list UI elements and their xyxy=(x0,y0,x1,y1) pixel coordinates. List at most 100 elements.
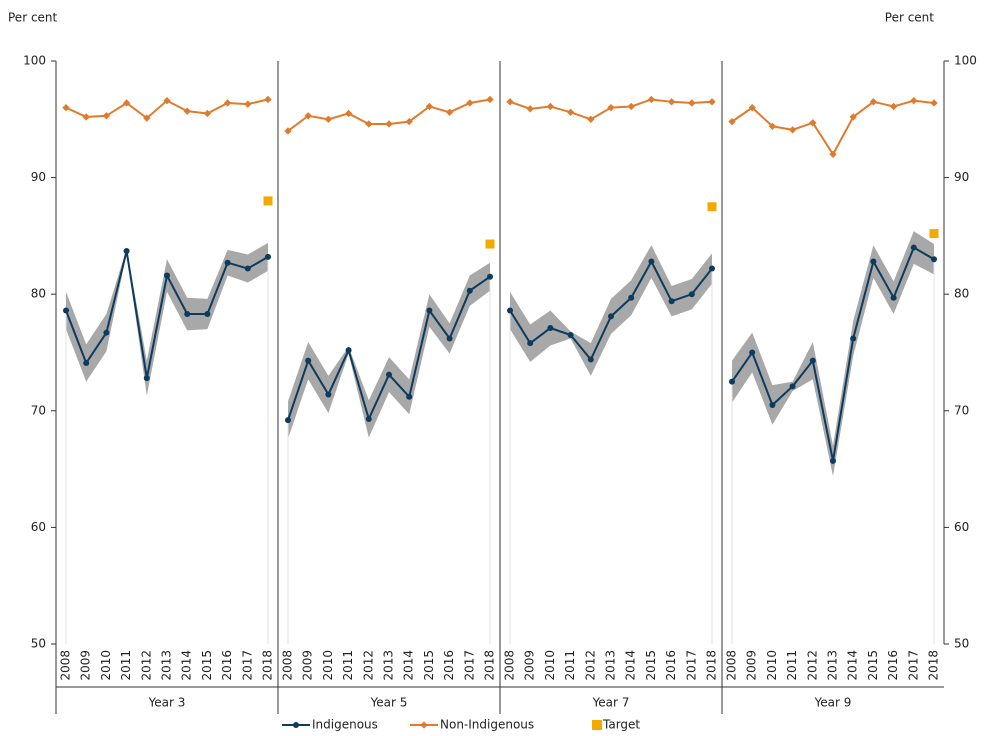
point xyxy=(587,356,594,363)
point xyxy=(748,103,756,112)
x-tick-label: 2014 xyxy=(402,650,416,681)
point xyxy=(204,311,211,318)
point xyxy=(305,357,312,364)
x-tick-label: 2013 xyxy=(826,650,840,681)
x-tick-label: 2009 xyxy=(79,650,93,681)
point xyxy=(445,108,454,116)
x-tick-label: 2015 xyxy=(866,650,880,681)
y-tick-label: 60 xyxy=(31,520,46,534)
point xyxy=(547,325,554,332)
x-tick-label: 2017 xyxy=(240,650,254,681)
confidence-band xyxy=(66,242,268,396)
point xyxy=(546,102,555,111)
x-tick-label: 2012 xyxy=(583,650,597,681)
y-tick-label: 50 xyxy=(954,637,969,651)
x-tick-label: 2010 xyxy=(765,650,779,681)
y-axis-label: Per cent xyxy=(8,11,58,25)
point xyxy=(405,117,413,126)
series-line xyxy=(287,275,491,422)
x-tick-label: 2016 xyxy=(664,650,678,681)
point xyxy=(184,311,191,318)
x-tick-label: 2009 xyxy=(523,650,537,681)
point xyxy=(628,294,635,301)
point xyxy=(325,391,332,398)
y-tick-label: 80 xyxy=(31,287,46,301)
point xyxy=(527,340,534,347)
point xyxy=(345,347,352,354)
point xyxy=(406,393,413,400)
x-tick-label: 2010 xyxy=(99,650,113,681)
point xyxy=(506,98,514,106)
point xyxy=(466,287,473,294)
x-tick-label: 2013 xyxy=(160,650,174,681)
point xyxy=(668,298,675,305)
x-tick-label: 2015 xyxy=(200,650,214,681)
y-tick-label: 90 xyxy=(954,170,969,184)
point xyxy=(587,115,595,123)
point xyxy=(829,150,837,158)
point xyxy=(223,99,232,107)
y-tick-label: 50 xyxy=(31,637,46,651)
point xyxy=(164,272,170,279)
point xyxy=(709,265,715,272)
point xyxy=(830,457,836,464)
point xyxy=(567,332,574,339)
point xyxy=(688,99,696,107)
point xyxy=(365,415,372,422)
x-tick-label: 2010 xyxy=(321,650,335,681)
point xyxy=(648,258,655,265)
confidence-band xyxy=(732,231,934,477)
point xyxy=(102,112,111,120)
y-tick-label: 80 xyxy=(954,287,969,301)
point xyxy=(728,117,736,126)
legend-marker xyxy=(420,721,428,729)
x-tick-label: 2014 xyxy=(180,650,194,681)
point xyxy=(869,98,878,106)
point xyxy=(183,107,191,115)
point xyxy=(485,239,495,249)
point xyxy=(163,96,171,105)
point xyxy=(365,120,373,128)
point xyxy=(566,108,575,116)
point xyxy=(526,105,534,113)
x-tick-label: 2017 xyxy=(462,650,476,681)
point xyxy=(425,102,434,111)
confidence-band xyxy=(288,262,490,439)
point xyxy=(324,115,333,123)
point xyxy=(203,109,212,118)
point xyxy=(62,103,70,112)
point xyxy=(788,126,797,134)
point xyxy=(910,244,917,251)
point xyxy=(83,359,90,366)
point xyxy=(910,96,918,105)
point xyxy=(769,401,776,408)
point xyxy=(890,294,897,301)
x-tick-label: 2016 xyxy=(220,650,234,681)
point xyxy=(143,114,151,122)
x-tick-label: 2008 xyxy=(725,650,739,681)
y-tick-label: 90 xyxy=(31,170,46,184)
x-tick-label: 2018 xyxy=(261,650,275,681)
point xyxy=(122,99,131,107)
panel-label: Year 7 xyxy=(592,696,630,710)
point xyxy=(507,307,513,314)
x-tick-label: 2016 xyxy=(886,650,900,681)
panel-label: Year 5 xyxy=(370,696,408,710)
y-tick-label: 60 xyxy=(954,520,969,534)
point xyxy=(426,307,433,314)
point xyxy=(729,378,735,385)
x-tick-label: 2014 xyxy=(846,650,860,681)
confidence-band xyxy=(510,245,712,376)
point xyxy=(789,383,796,390)
x-tick-label: 2013 xyxy=(604,650,618,681)
point xyxy=(647,95,656,104)
point xyxy=(486,95,494,104)
point xyxy=(123,248,130,255)
point xyxy=(930,99,938,107)
x-tick-label: 2013 xyxy=(382,650,396,681)
point xyxy=(285,417,291,424)
x-tick-label: 2008 xyxy=(59,650,73,681)
point xyxy=(143,375,150,382)
